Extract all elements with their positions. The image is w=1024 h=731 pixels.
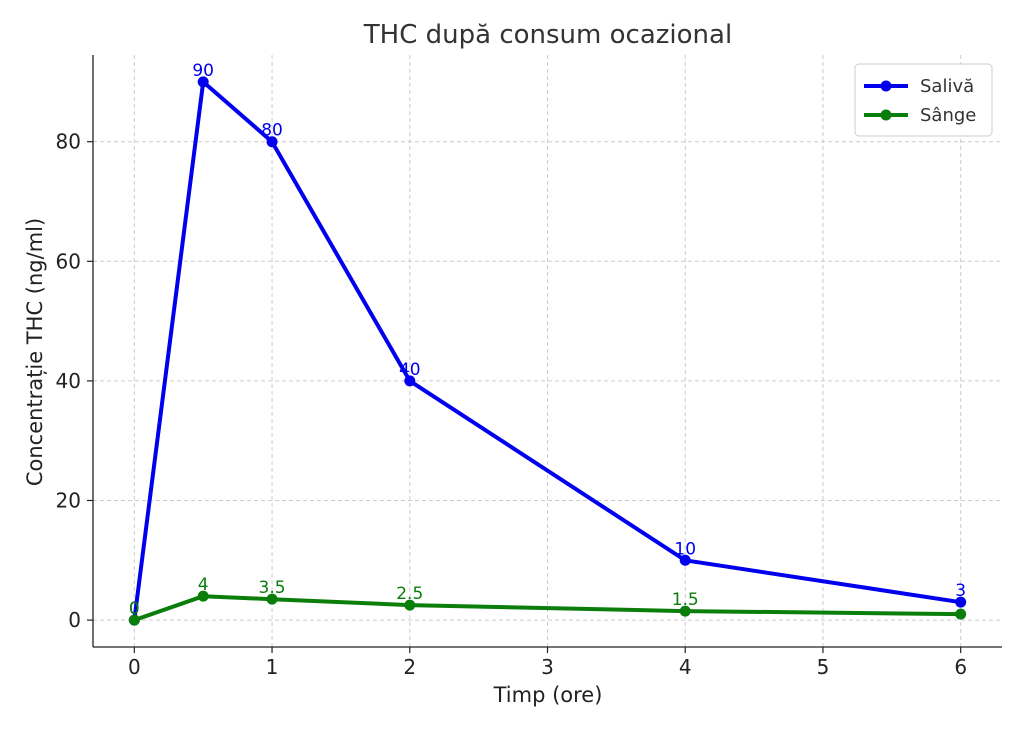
data-label-2: 3.5 <box>259 578 286 598</box>
data-point-2 <box>266 593 278 605</box>
y-tick-label: 20 <box>56 488 81 512</box>
y-tick-label: 60 <box>56 249 81 273</box>
chart-title: THC după consum ocazional <box>363 20 732 50</box>
x-axis-label: Timp (ore) <box>493 683 603 707</box>
data-point-2 <box>197 590 209 602</box>
x-tick-label: 1 <box>266 655 279 679</box>
data-point-2 <box>955 608 967 620</box>
data-point-2 <box>679 605 691 617</box>
data-point-2 <box>404 599 416 611</box>
series <box>128 76 967 626</box>
x-tick-label: 2 <box>403 655 416 679</box>
legend: Salivă Sânge <box>854 63 993 137</box>
data-label-2: 1.5 <box>672 590 699 610</box>
legend-label-2: Sânge <box>920 105 976 126</box>
series-line-1 <box>132 79 962 621</box>
y-tick-label: 80 <box>56 130 81 154</box>
data-point-1 <box>197 76 209 88</box>
legend-label-1: Salivă <box>920 76 974 97</box>
grid <box>93 55 1002 647</box>
legend-marker-2 <box>880 109 892 121</box>
data-label-1: 40 <box>399 360 421 380</box>
data-label-1: 80 <box>261 121 283 141</box>
y-axis-label: Concentrație THC (ng/ml) <box>23 218 47 486</box>
data-point-1 <box>266 136 278 148</box>
y-tick-label: 40 <box>56 369 81 393</box>
data-label-1: 10 <box>674 539 696 559</box>
data-label-2: 0 <box>129 599 140 619</box>
data-label-2: 2.5 <box>396 584 423 604</box>
data-label-1: 0 <box>129 599 140 619</box>
x-tick-label: 0 <box>128 655 141 679</box>
x-tick-label: 3 <box>541 655 554 679</box>
data-label-2: 4 <box>198 575 209 595</box>
series-line-2 <box>133 594 961 622</box>
x-tick-label: 5 <box>817 655 830 679</box>
data-point-1 <box>404 375 416 387</box>
x-tick-label: 4 <box>679 655 692 679</box>
legend-marker-1 <box>880 80 892 92</box>
data-point-1 <box>955 596 967 608</box>
y-tick-label: 0 <box>68 608 81 632</box>
data-label-1: 90 <box>192 61 214 81</box>
data-point-2 <box>128 614 140 626</box>
data-point-1 <box>679 554 691 566</box>
data-label-1: 3 <box>955 581 966 601</box>
x-tick-label: 6 <box>954 655 967 679</box>
